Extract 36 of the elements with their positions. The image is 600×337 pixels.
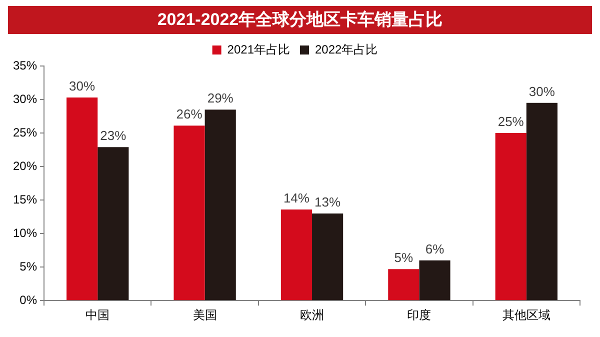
bar	[174, 126, 205, 300]
y-tick-label: 30%	[12, 92, 38, 106]
bar	[66, 98, 98, 300]
bar	[280, 209, 312, 300]
bar	[204, 110, 236, 300]
y-tick-label: 10%	[12, 226, 38, 240]
bar	[312, 213, 344, 300]
x-tick-label: 欧洲	[300, 308, 324, 322]
data-label: 23%	[100, 128, 127, 144]
data-label: 25%	[498, 114, 524, 130]
bar	[388, 269, 420, 300]
y-tick-label: 35%	[12, 58, 38, 72]
bar	[495, 133, 526, 300]
y-tick-label: 5%	[20, 259, 38, 274]
x-tick-label: 中国	[86, 308, 110, 322]
data-label: 30%	[528, 84, 556, 99]
data-label: 30%	[69, 78, 96, 94]
y-tick-label: 25%	[12, 125, 38, 140]
chart-title: 2021-2022年全球分地区卡车销量占比	[8, 6, 592, 34]
data-label: 5%	[394, 250, 414, 266]
legend-label: 2021年占比	[227, 42, 290, 56]
data-label: 14%	[283, 190, 310, 206]
y-tick-label: 0%	[20, 292, 38, 307]
legend-label: 2022年占比	[315, 42, 378, 56]
x-tick-label: 其他区域	[502, 308, 550, 322]
y-tick-label: 15%	[12, 192, 38, 206]
bar	[526, 102, 558, 300]
data-label: 29%	[207, 90, 234, 106]
data-label: 13%	[314, 194, 341, 210]
data-label: 26%	[176, 106, 203, 122]
x-tick-label: 印度	[407, 308, 432, 322]
x-tick-label: 美国	[192, 308, 217, 322]
bar	[419, 260, 450, 300]
y-tick-label: 20%	[12, 158, 38, 173]
data-label: 6%	[425, 241, 445, 256]
bar	[98, 147, 129, 300]
